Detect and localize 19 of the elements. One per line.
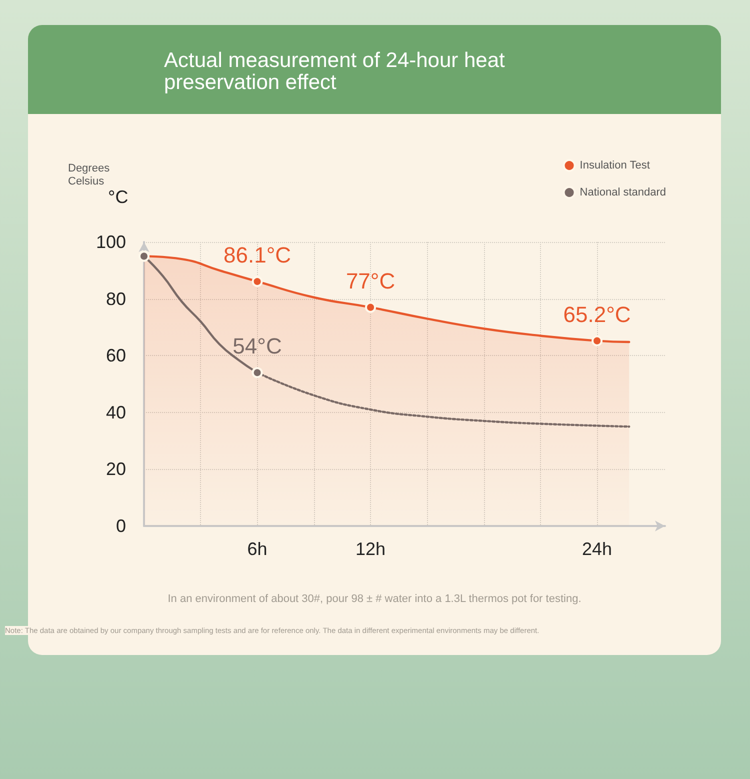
y-tick-label: 20 <box>106 459 126 480</box>
data-label: 65.2°C <box>563 302 631 327</box>
y-tick-label: 80 <box>106 288 126 309</box>
y-axis-title: Degrees Celsius <box>68 162 110 188</box>
x-tick-label: 24h <box>582 539 612 559</box>
text: In an environment of about 30#, pour 98 ± # water into a 1.3L thermos pot for testing. <box>166 593 582 605</box>
x-tick-label: 6h <box>247 539 268 559</box>
text: °C <box>108 187 128 207</box>
legend-label: National standard <box>580 186 666 198</box>
y-tick-label: 40 <box>106 402 126 422</box>
y-tick-label: 0 <box>116 516 126 536</box>
data-label: 77°C <box>346 268 396 294</box>
x-tick-label: 12h <box>356 539 386 559</box>
y-tick-label: 60 <box>106 346 126 366</box>
data-label: 86.1°C <box>224 242 292 268</box>
data-label: 54°C <box>232 334 282 359</box>
legend-label: Insulation Test <box>580 160 650 172</box>
chart-title: Actual measurement of 24-hour heat preservation effect <box>28 25 721 114</box>
y-tick-label: 100 <box>96 232 126 252</box>
